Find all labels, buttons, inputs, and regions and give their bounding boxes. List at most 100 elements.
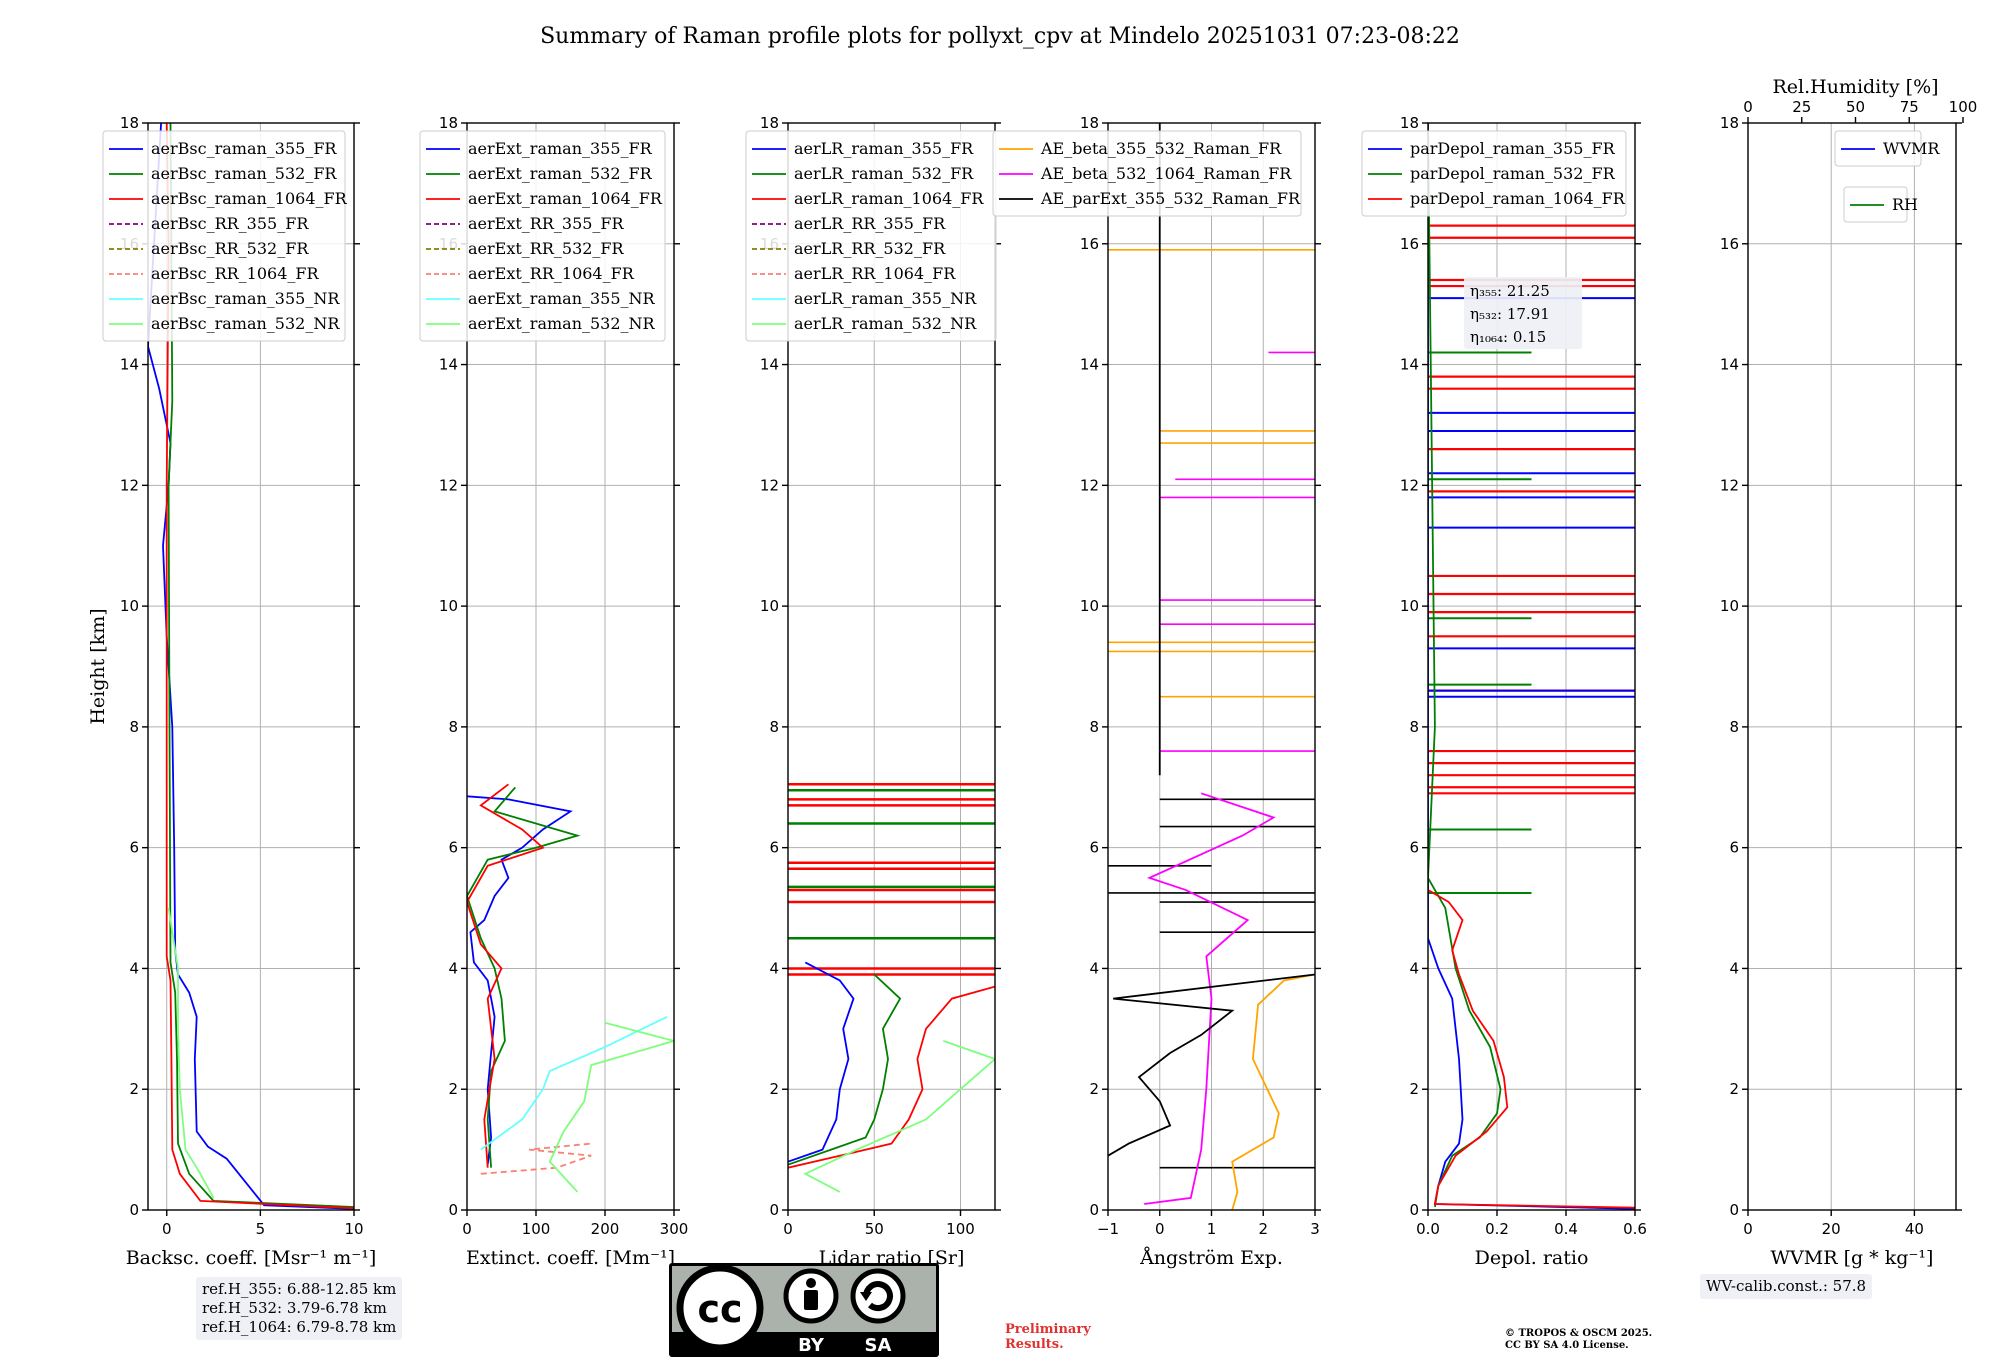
x-tick-label: 100 xyxy=(522,1220,551,1238)
sa-label: SA xyxy=(865,1335,892,1356)
y-tick-label: 10 xyxy=(760,597,779,615)
top-x-tick-label: 100 xyxy=(1949,98,1978,116)
legend-entry: parDepol_raman_355_FR xyxy=(1410,139,1616,158)
x-tick-label: 0 xyxy=(1155,1220,1165,1238)
legend-entry: aerExt_raman_532_FR xyxy=(468,164,653,183)
figure-title: Summary of Raman profile plots for polly… xyxy=(540,24,1460,49)
y-tick-label: 6 xyxy=(129,839,139,857)
eta-355: η₃₅₅: 21.25 xyxy=(1470,282,1550,300)
y-axis-label: Height [km] xyxy=(87,608,109,724)
y-tick-label: 6 xyxy=(448,839,458,857)
legend-entry: aerExt_RR_1064_FR xyxy=(468,264,635,283)
y-tick-label: 0 xyxy=(129,1201,139,1219)
x-axis-label: Ångström Exp. xyxy=(1139,1247,1283,1269)
y-tick-label: 6 xyxy=(769,839,779,857)
y-tick-label: 2 xyxy=(1089,1080,1099,1098)
legend: WVMR xyxy=(1834,130,1940,167)
series-aerExt_raman_532_NR xyxy=(548,1021,674,1193)
y-tick-label: 10 xyxy=(1720,597,1739,615)
series-parDepol_raman_532_FR xyxy=(1428,123,1502,1208)
legend: aerExt_raman_355_FR aerExt_raman_532_FRae… xyxy=(419,130,666,342)
legend-entry: aerExt_raman_355_NR xyxy=(468,289,656,308)
legend-entry: AE_parExt_355_532_Raman_FR xyxy=(1040,189,1301,208)
x-tick-label: 20 xyxy=(1822,1220,1841,1238)
eta-532: η₅₃₂: 17.91 xyxy=(1470,305,1550,323)
x-axis-label: Extinct. coeff. [Mm⁻¹] xyxy=(466,1247,675,1269)
y-tick-label: 8 xyxy=(448,718,458,736)
legend-box xyxy=(1361,130,1627,217)
legend-box xyxy=(419,130,666,342)
eta-box: η₃₅₅: 21.25 η₅₃₂: 17.91 η₁₀₆₄: 0.15 xyxy=(1464,277,1582,349)
series-aerLR_raman_355_FR xyxy=(788,961,855,1163)
x-tick-label: 200 xyxy=(591,1220,620,1238)
y-tick-label: 18 xyxy=(1400,114,1419,132)
y-tick-label: 2 xyxy=(1729,1080,1739,1098)
legend-entry: aerLR_raman_532_FR xyxy=(794,164,974,183)
legend: parDepol_raman_355_FR parDepol_raman_532_… xyxy=(1361,130,1627,217)
y-tick-label: 2 xyxy=(448,1080,458,1098)
legend-entry: WVMR xyxy=(1883,139,1940,158)
y-tick-label: 8 xyxy=(129,718,139,736)
eta-box-bg xyxy=(1464,277,1582,349)
y-tick-label: 18 xyxy=(120,114,139,132)
series-aerLR_raman_532_FR xyxy=(788,973,902,1166)
legend-rh: RH xyxy=(1843,186,1918,223)
y-tick-label: 0 xyxy=(769,1201,779,1219)
x-tick-label: 0 xyxy=(783,1220,793,1238)
x-tick-label: 40 xyxy=(1905,1220,1924,1238)
preliminary-note: Preliminary Results. xyxy=(1005,1322,1091,1352)
legend-entry: AE_beta_355_532_Raman_FR xyxy=(1040,139,1282,158)
series-AE_beta_532_1064_Raman_FR xyxy=(1144,792,1276,1205)
x-tick-label: −1 xyxy=(1097,1220,1119,1238)
series-aerLR_raman_532_NR xyxy=(803,1040,995,1193)
series-aerExt_raman_1064_FR xyxy=(467,783,545,1168)
y-tick-label: 0 xyxy=(448,1201,458,1219)
y-tick-label: 4 xyxy=(1089,959,1099,977)
plot-area xyxy=(1108,123,1315,1210)
y-tick-label: 12 xyxy=(1080,476,1099,494)
y-tick-label: 4 xyxy=(129,959,139,977)
x-tick-label: 1 xyxy=(1207,1220,1217,1238)
y-tick-label: 12 xyxy=(1720,476,1739,494)
y-tick-label: 18 xyxy=(1080,114,1099,132)
x-tick-label: 0 xyxy=(462,1220,472,1238)
x-tick-label: 0.6 xyxy=(1623,1220,1647,1238)
plot-area xyxy=(148,123,354,1210)
legend-box xyxy=(745,130,997,342)
series-aerExt_RR_1064_FR xyxy=(480,1142,592,1175)
series-aerBsc_raman_532_FR xyxy=(167,123,354,1208)
legend-entry: aerBsc_raman_355_NR xyxy=(151,289,340,308)
legend-entry: aerLR_raman_532_NR xyxy=(794,314,977,333)
series-AE_parExt_355_532_Raman_FR xyxy=(1108,973,1315,1157)
copyright-line-1: © TROPOS & OSCM 2025. xyxy=(1505,1328,1653,1339)
y-tick-label: 6 xyxy=(1089,839,1099,857)
cc-by-sa-license-badge: cc BY SA xyxy=(669,1263,939,1357)
legend-entry: aerExt_raman_532_NR xyxy=(468,314,656,333)
y-tick-label: 10 xyxy=(439,597,458,615)
copyright-line-2: CC BY SA 4.0 License. xyxy=(1505,1340,1629,1351)
y-tick-label: 2 xyxy=(769,1080,779,1098)
wv-calib-box: WV-calib.const.: 57.8 xyxy=(1700,1274,1873,1299)
by-label: BY xyxy=(798,1335,825,1356)
y-tick-label: 12 xyxy=(120,476,139,494)
legend-entry: aerLR_raman_355_NR xyxy=(794,289,977,308)
y-tick-label: 10 xyxy=(1400,597,1419,615)
eta-1064: η₁₀₆₄: 0.15 xyxy=(1470,328,1546,346)
axes-frame xyxy=(147,122,355,1211)
legend-box xyxy=(102,130,346,342)
cc-logo-text: cc xyxy=(697,1287,742,1331)
x-tick-label: 3 xyxy=(1310,1220,1320,1238)
x-tick-label: 5 xyxy=(256,1220,266,1238)
cc-logo-icon xyxy=(676,1264,764,1352)
x-tick-label: 0.4 xyxy=(1554,1220,1578,1238)
y-tick-label: 8 xyxy=(1409,718,1419,736)
y-tick-label: 2 xyxy=(129,1080,139,1098)
y-tick-label: 18 xyxy=(439,114,458,132)
y-tick-label: 0 xyxy=(1089,1201,1099,1219)
copyright-note: © TROPOS & OSCM 2025. CC BY SA 4.0 Licen… xyxy=(1505,1328,1652,1352)
series-parDepol_raman_1064_FR xyxy=(1428,889,1635,1209)
y-tick-label: 0 xyxy=(1409,1201,1419,1219)
x-axis-label: Backsc. coeff. [Msr⁻¹ m⁻¹] xyxy=(126,1247,377,1269)
